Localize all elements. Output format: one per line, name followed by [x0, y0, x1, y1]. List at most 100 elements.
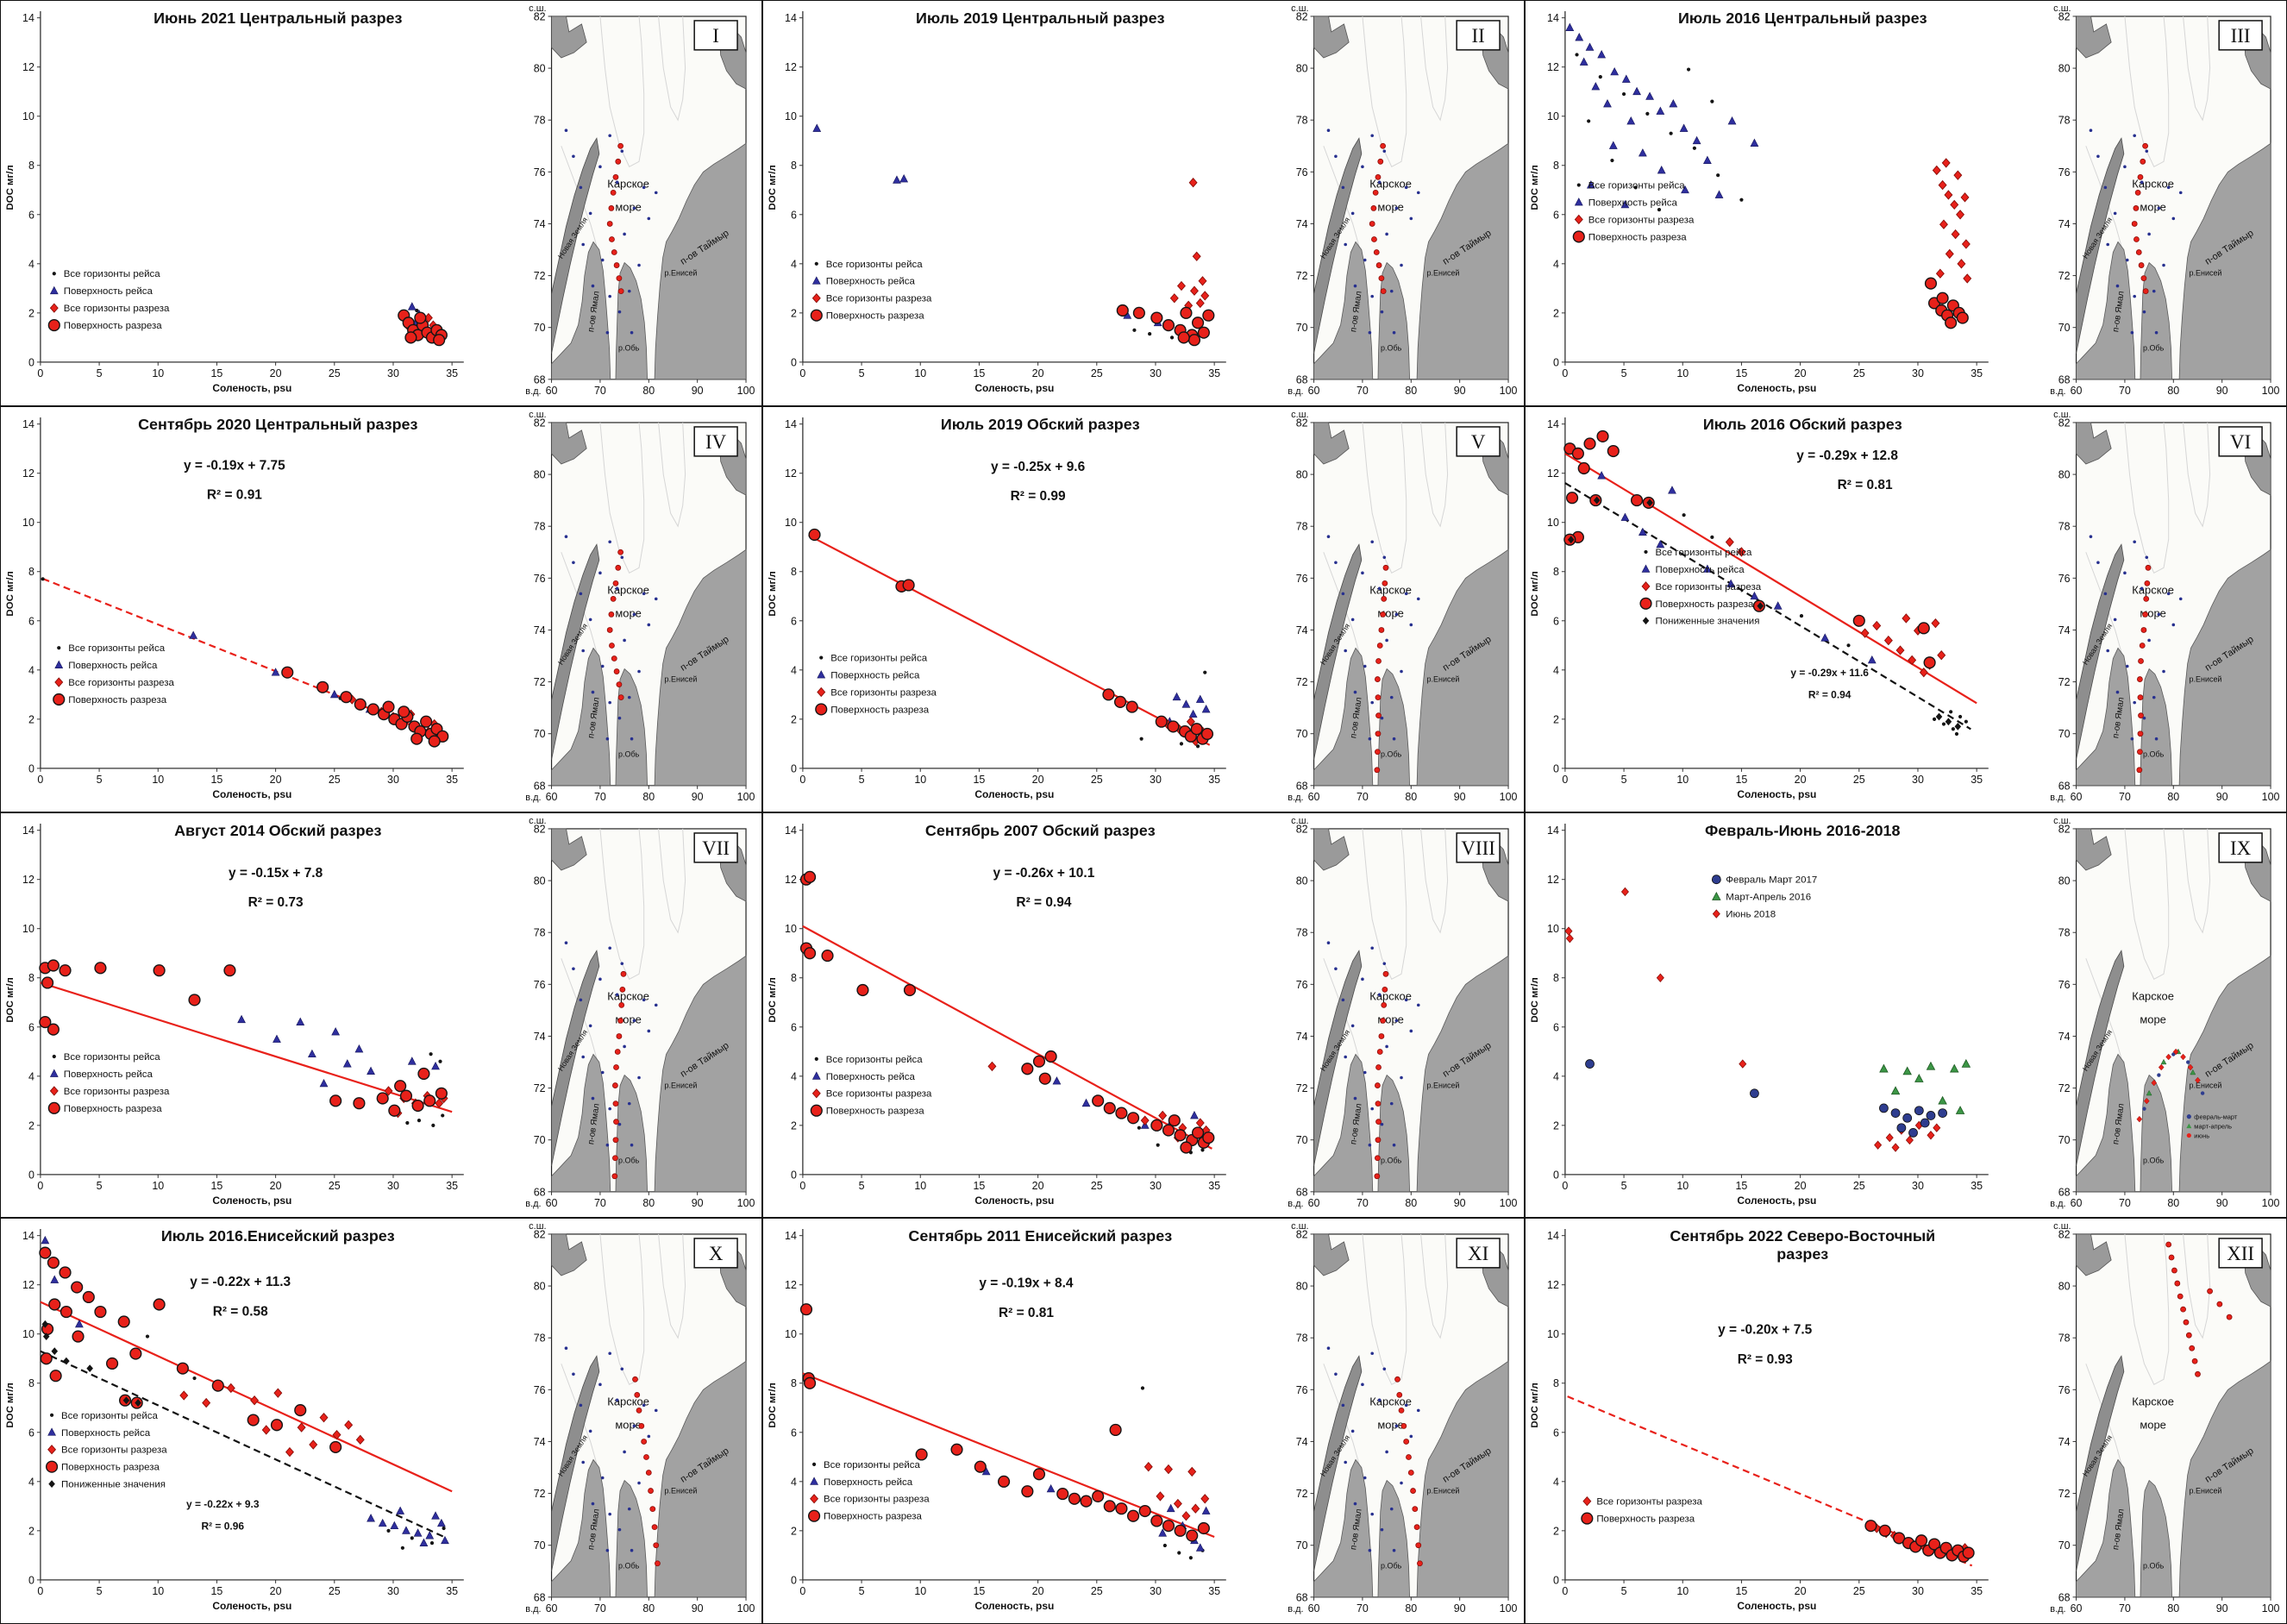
lat-tick-label: 70 [2058, 1539, 2071, 1552]
x-tick-label: 0 [799, 774, 805, 786]
section-station [618, 1001, 625, 1008]
legend-label: Июнь 2018 [1726, 909, 1776, 919]
y-axis-title: DOC мг/л [768, 977, 778, 1022]
equation-text: y = -0.26x + 10.1 [993, 865, 1095, 880]
panel-title: Июль 2016 Центральный разрез [1678, 9, 1927, 27]
lon-tick-label: 80 [642, 1196, 655, 1208]
y-tick-label: 8 [28, 160, 34, 172]
cruise-station [2103, 592, 2108, 595]
section-station [612, 1082, 618, 1088]
y-tick-label: 4 [28, 258, 34, 270]
section-station [638, 1423, 645, 1430]
panel-II: 0 2 4 6 8 10 12 14 0 5 10 15 20 25 30 35 Соленость, psu D… [762, 0, 1525, 406]
lat-tick-label: 74 [1296, 1436, 1308, 1448]
map-label-kara-sea2: море [615, 1419, 642, 1432]
lat-tick-label: 78 [2058, 115, 2071, 127]
legend-label: Поверхность рейса [826, 1071, 916, 1082]
scatter-plot: 0 2 4 6 8 10 12 14 0 5 10 15 20 25 30 35 Соленость, psu D… [5, 416, 464, 800]
cruise-station [1353, 284, 1357, 288]
legend-label: Все горизонты разреза [61, 1445, 167, 1456]
y-tick-label: 8 [28, 1377, 34, 1389]
map-label-yenisei-river: р.Енисей [665, 269, 698, 278]
cruise-station [630, 1143, 634, 1147]
cruise-station [617, 1528, 622, 1532]
lat-tick-label: 76 [534, 1384, 546, 1396]
cruise-station [632, 1424, 636, 1428]
section-station [610, 595, 617, 602]
panel-label: I [693, 20, 738, 51]
panel-label: X [693, 1238, 738, 1269]
y-tick-label: 10 [22, 110, 34, 122]
x-tick-label: 15 [211, 1585, 223, 1597]
cruise-station [1326, 129, 1331, 133]
section-station [2144, 580, 2151, 586]
x-tick-label: 25 [329, 1585, 341, 1597]
map-label-kara-sea: Карское [607, 583, 649, 596]
lon-axis-title: в.д. [1288, 386, 1303, 397]
cruise-station [1344, 1460, 1347, 1464]
x-tick-label: 35 [446, 1585, 458, 1597]
section-station [617, 1017, 623, 1024]
lat-tick-label: 82 [1296, 823, 1308, 835]
y-tick-label: 8 [28, 566, 34, 578]
section-station [1375, 1063, 1382, 1070]
legend-label: Март-Апрель 2016 [1726, 892, 1811, 902]
x-tick-label: 5 [97, 1585, 103, 1597]
map-label-kara-sea: Карское [2132, 1395, 2174, 1408]
section-station [1415, 1542, 1422, 1549]
station-june [2187, 1063, 2194, 1070]
equation-text: y = -0.19x + 7.75 [184, 458, 285, 473]
section-station [617, 693, 624, 700]
x-tick-label: 25 [1091, 774, 1103, 786]
section-station [1412, 1506, 1419, 1513]
lat-tick-label: 68 [2058, 373, 2071, 386]
y-tick-label: 14 [785, 12, 797, 24]
lon-tick-label: 80 [2167, 385, 2179, 397]
lat-tick-label: 82 [534, 417, 546, 429]
y-tick-label: 0 [1553, 1169, 1559, 1181]
section-station [2138, 657, 2144, 664]
y-tick-label: 4 [28, 1070, 34, 1082]
cruise-station [2125, 664, 2129, 668]
legend-label: Поверхность рейса [64, 1069, 154, 1079]
y-tick-label: 2 [1553, 1526, 1559, 1538]
station-mar-apr [2160, 1058, 2167, 1064]
cruise-station [632, 206, 636, 210]
lon-tick-label: 90 [1454, 791, 1466, 803]
section-station [651, 1524, 658, 1531]
map-label-ob-river: р.Обь [1381, 750, 1402, 759]
cruise-station [615, 586, 619, 590]
r2-text: R² = 0.58 [213, 1305, 268, 1320]
cruise-station [1370, 540, 1374, 543]
panel-title: Июль 2019 Центральный разрез [916, 9, 1165, 27]
lat-axis-title: с.ш. [529, 815, 546, 825]
cruise-station [1377, 586, 1382, 590]
x-tick-label: 10 [1676, 367, 1689, 379]
cruise-station [1370, 700, 1374, 705]
section-station [611, 249, 617, 255]
x-tick-label: 35 [1971, 1585, 1983, 1597]
lat-tick-label: 82 [1296, 10, 1308, 22]
map-label-kara-sea2: море [1377, 1419, 1404, 1432]
cruise-station [1341, 998, 1345, 1001]
legend-label: Поверхность разреза [1588, 232, 1687, 242]
cruise-station [2133, 700, 2136, 705]
legend-label: Поверхность разреза [1655, 599, 1753, 610]
cruise-station [608, 945, 611, 950]
section-station [2136, 767, 2143, 773]
legend-label: Все горизонты рейса [1588, 181, 1685, 191]
y-tick-label: 2 [28, 713, 34, 725]
lat-tick-label: 78 [534, 520, 546, 532]
lat-tick-label: 80 [1296, 875, 1308, 887]
x-tick-label: 20 [1795, 1585, 1807, 1597]
y-tick-label: 12 [22, 61, 34, 73]
x-tick-label: 30 [1150, 1179, 1162, 1191]
cruise-station [608, 540, 611, 543]
cruise-station [2103, 185, 2108, 190]
lat-tick-label: 72 [534, 1488, 546, 1500]
x-tick-label: 5 [1621, 367, 1627, 379]
section-station [1406, 1454, 1412, 1461]
cruise-station [647, 1029, 651, 1032]
